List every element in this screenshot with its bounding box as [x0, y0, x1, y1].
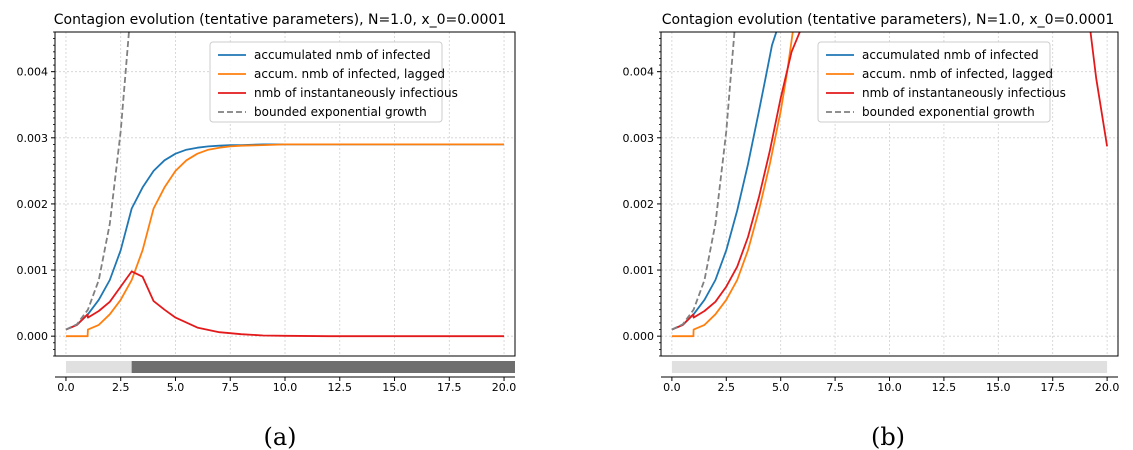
- legend-label: accum. nmb of infected, lagged: [254, 67, 445, 81]
- x-tick-label: 15.0: [986, 381, 1011, 394]
- chart-panel-a: Contagion evolution (tentative parameter…: [17, 12, 517, 450]
- x-tick-label: 20.0: [492, 381, 517, 394]
- x-tick-label: 2.5: [718, 381, 736, 394]
- x-tick-label: 5.0: [772, 381, 790, 394]
- x-tick-label: 10.0: [273, 381, 298, 394]
- legend-label: nmb of instantaneously infectious: [862, 86, 1066, 100]
- y-tick-label: 0.003: [623, 132, 655, 145]
- series-line-1: [671, 32, 794, 338]
- chart-title: Contagion evolution (tentative parameter…: [662, 12, 1115, 28]
- timeline-progress: [131, 361, 515, 373]
- legend: accumulated nmb of infected accum. nmb of…: [209, 41, 458, 123]
- y-tick-label: 0.000: [623, 330, 655, 343]
- x-tick-label: 5.0: [167, 381, 185, 394]
- legend-box: [209, 41, 443, 123]
- figure-caption: (a): [263, 423, 296, 450]
- series-line-2: [1089, 32, 1108, 147]
- y-tick-label: 0.001: [623, 264, 655, 277]
- y-tick-label: 0.002: [623, 198, 655, 211]
- legend-label: accumulated nmb of infected: [862, 48, 1039, 62]
- y-tick-label: 0.004: [623, 66, 655, 79]
- figure-caption: (b): [871, 423, 905, 450]
- x-tick-label: 0.0: [663, 381, 681, 394]
- series-line-1: [66, 143, 504, 338]
- series-line-2: [65, 270, 504, 338]
- series-line-2: [671, 32, 801, 331]
- plot-frame: [54, 31, 516, 357]
- series-line-3: [671, 32, 736, 331]
- plot-frame: [660, 31, 1119, 357]
- x-tick-label: 20.0: [1095, 381, 1120, 394]
- legend-label: accum. nmb of infected, lagged: [862, 67, 1053, 81]
- series-group: [65, 32, 504, 338]
- series-line-3: [65, 32, 130, 331]
- x-tick-label: 17.5: [437, 381, 462, 394]
- x-tick-label: 12.5: [932, 381, 957, 394]
- series-group: [671, 32, 1108, 338]
- legend-label: bounded exponential growth: [862, 105, 1035, 119]
- legend-label: nmb of instantaneously infectious: [254, 86, 458, 100]
- legend-box: [817, 41, 1051, 123]
- x-tick-label: 2.5: [112, 381, 130, 394]
- chart-panel-b: Contagion evolution (tentative parameter…: [623, 12, 1120, 450]
- x-tick-label: 15.0: [382, 381, 407, 394]
- x-tick-label: 0.0: [57, 381, 75, 394]
- series-line-0: [671, 32, 778, 331]
- timeline-bar: [671, 361, 1108, 373]
- legend-label: bounded exponential growth: [254, 105, 427, 119]
- y-tick-label: 0.000: [17, 330, 49, 343]
- y-tick-label: 0.003: [17, 132, 49, 145]
- y-tick-label: 0.002: [17, 198, 49, 211]
- y-tick-label: 0.004: [17, 66, 49, 79]
- x-tick-label: 12.5: [328, 381, 353, 394]
- grid: [661, 32, 1118, 356]
- y-tick-label: 0.001: [17, 264, 49, 277]
- x-tick-label: 7.5: [826, 381, 844, 394]
- legend: accumulated nmb of infected accum. nmb of…: [817, 41, 1066, 123]
- x-tick-label: 7.5: [221, 381, 239, 394]
- x-tick-label: 17.5: [1040, 381, 1065, 394]
- legend-label: accumulated nmb of infected: [254, 48, 431, 62]
- x-tick-label: 10.0: [877, 381, 902, 394]
- chart-title: Contagion evolution (tentative parameter…: [54, 12, 507, 28]
